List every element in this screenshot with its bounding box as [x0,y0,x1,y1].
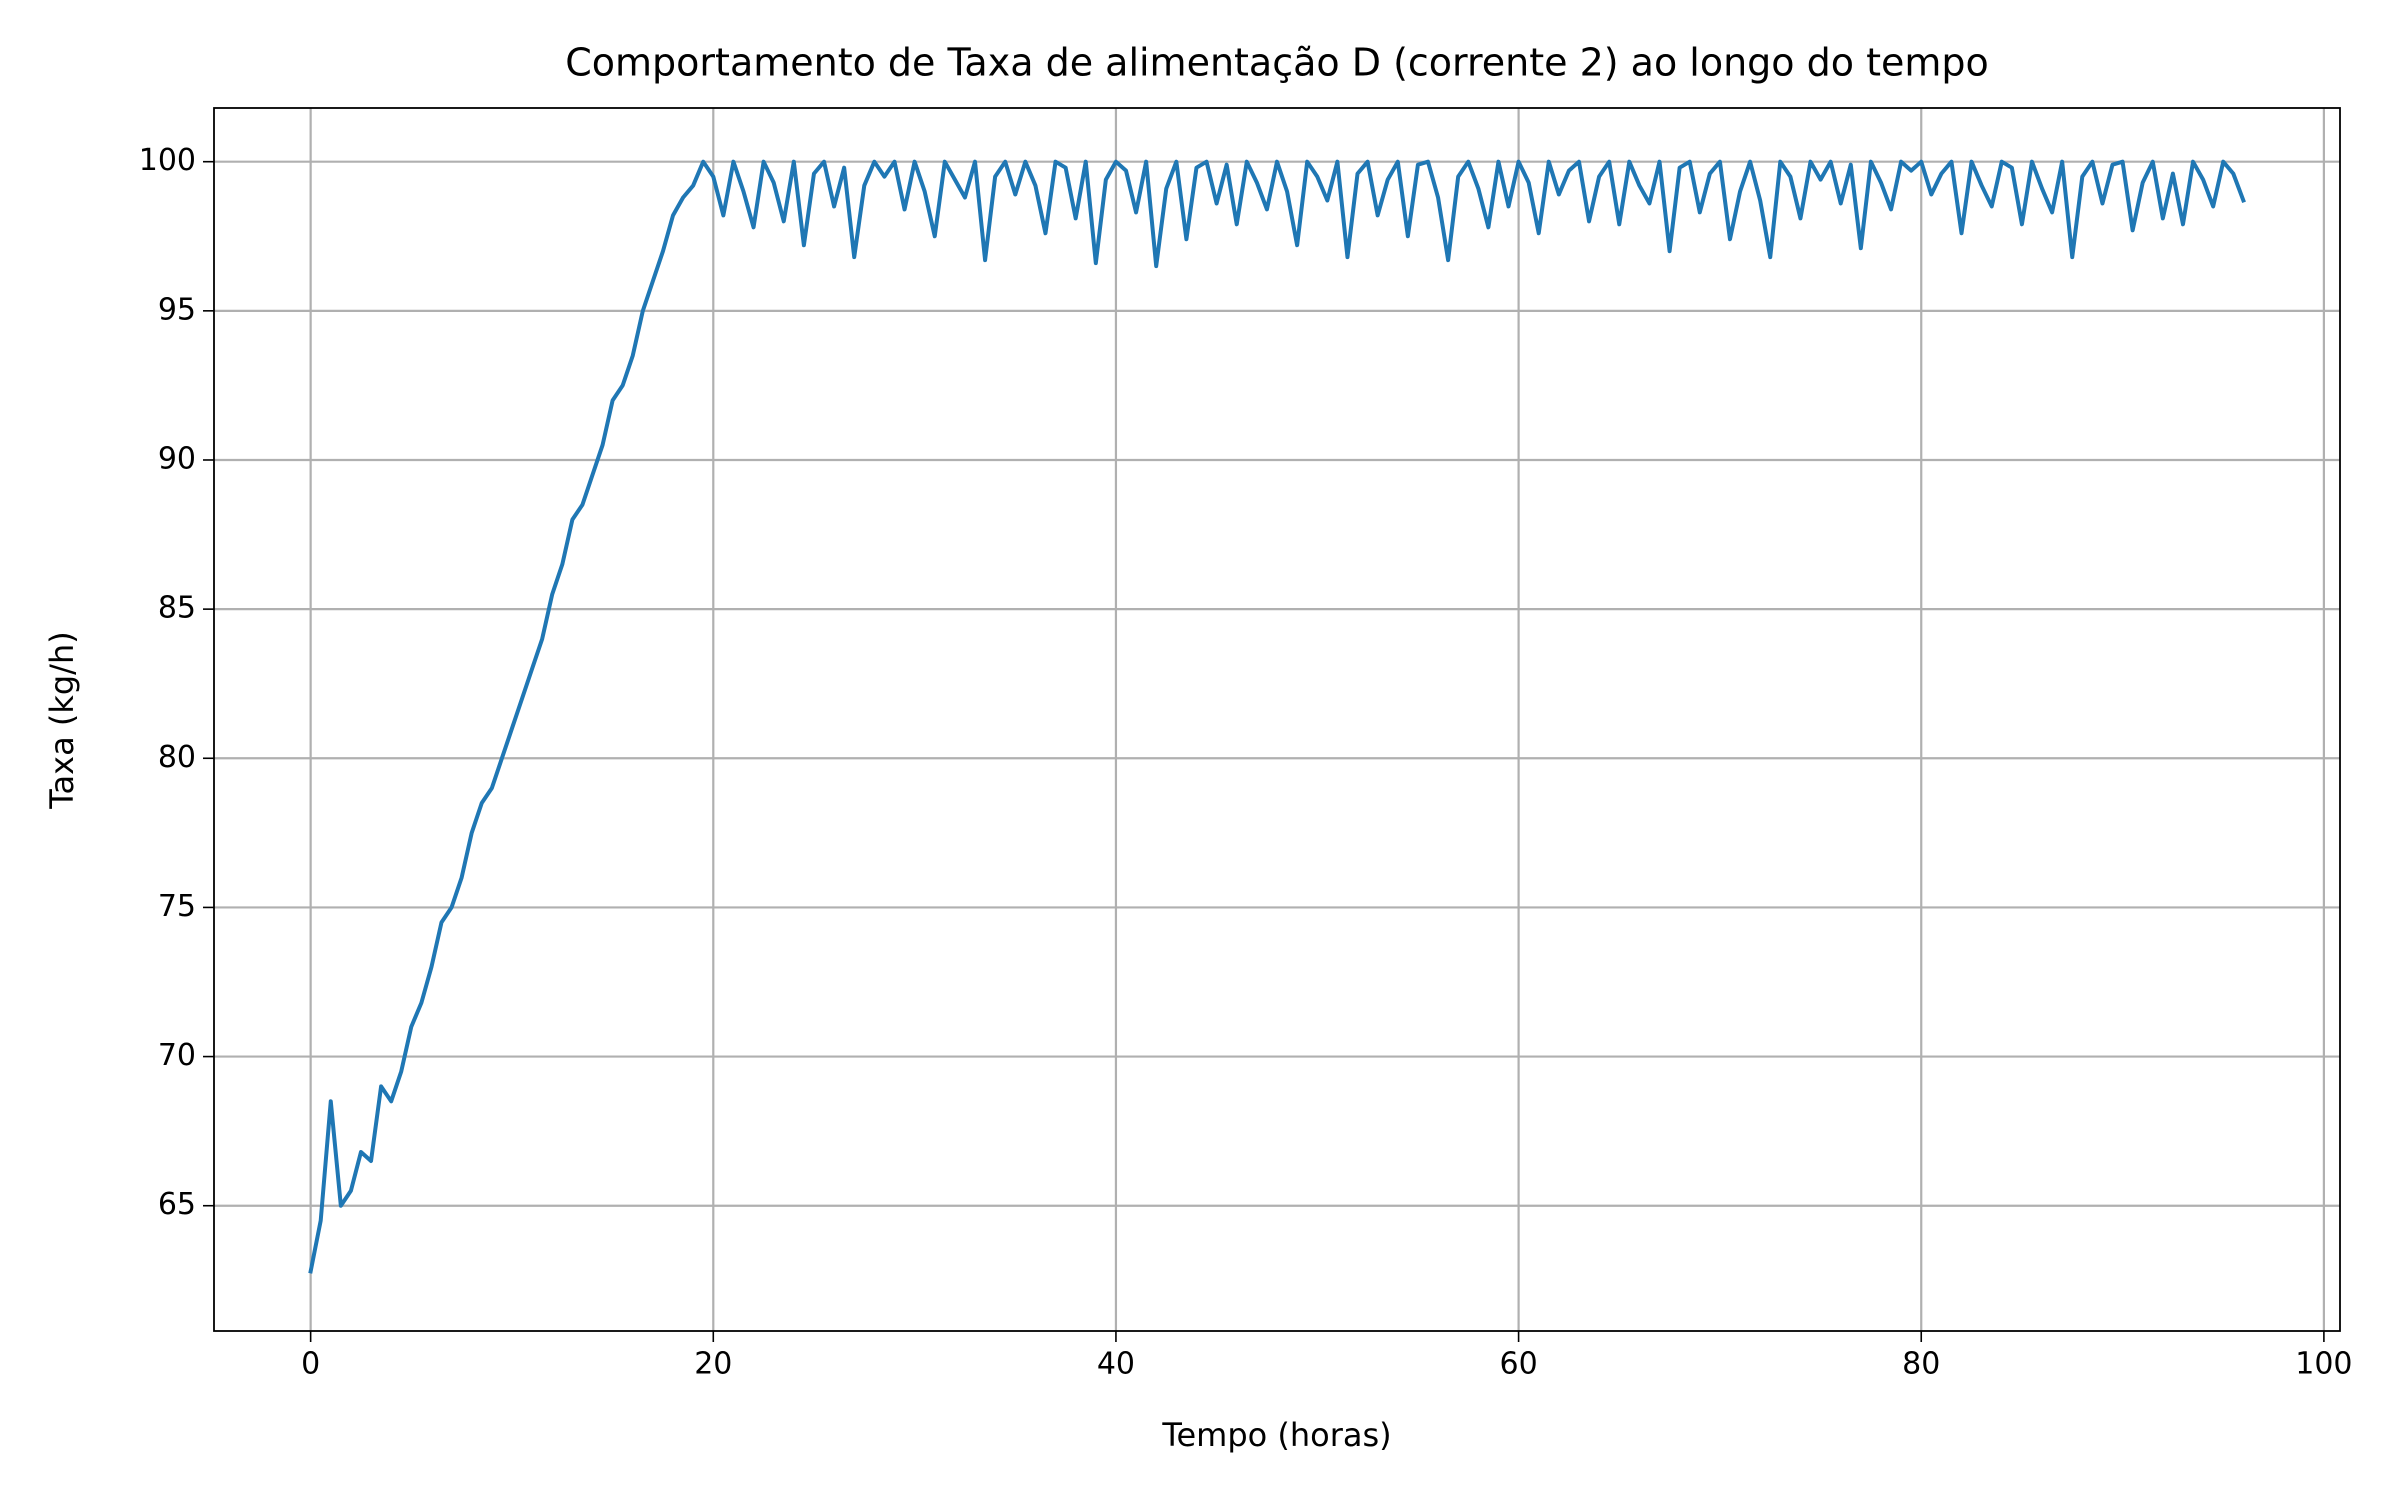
y-tick-label: 90 [158,441,196,476]
y-tick-label: 75 [158,889,196,924]
x-tick-label: 100 [2295,1347,2352,1382]
x-tick-label: 0 [301,1347,320,1382]
x-axis-label: Tempo (horas) [1161,1416,1391,1454]
x-tick-label: 20 [694,1347,732,1382]
data-line [308,159,2246,1274]
chart-title: Comportamento de Taxa de alimentação D (… [565,41,1989,85]
y-axis-label: Taxa (kg/h) [43,631,81,809]
x-tick-label: 80 [1902,1347,1940,1382]
y-tick-label: 95 [158,292,196,327]
y-tick-label: 80 [158,740,196,775]
y-tick-label: 70 [158,1038,196,1073]
x-tick-label: 60 [1499,1347,1537,1382]
x-tick-label: 40 [1097,1347,1135,1382]
plot-frame [213,107,2341,1332]
y-tick-label: 100 [139,143,196,178]
y-tick-label: 65 [158,1187,196,1222]
y-tick-label: 85 [158,591,196,626]
